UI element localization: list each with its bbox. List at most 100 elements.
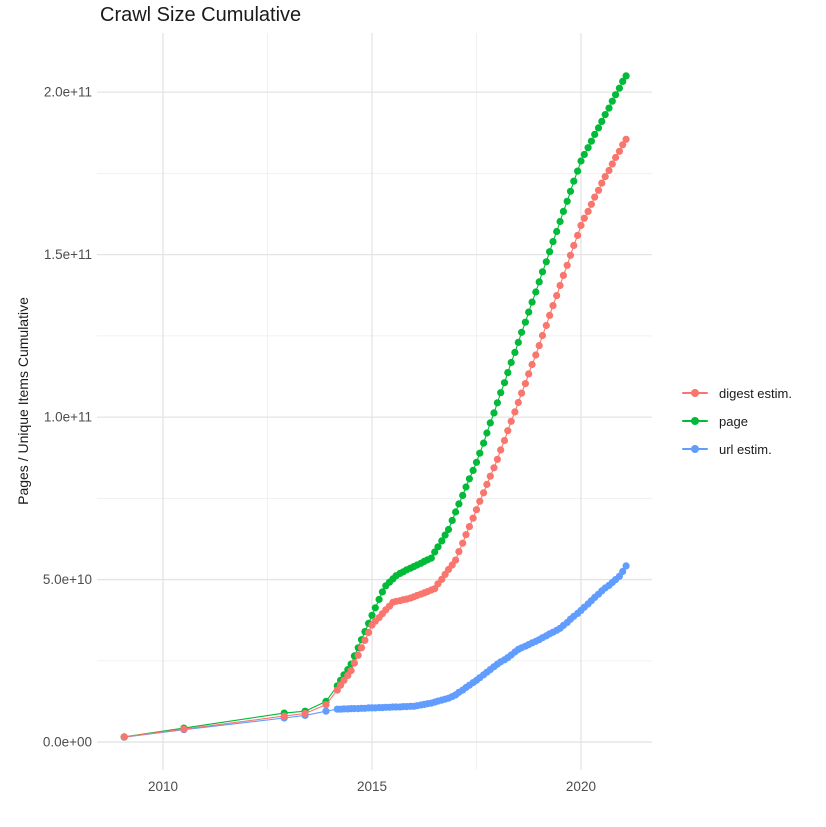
- data-point: [622, 135, 630, 143]
- data-point: [566, 187, 575, 195]
- data-point: [584, 144, 592, 152]
- data-point: [472, 506, 481, 514]
- data-point: [361, 636, 369, 644]
- data-point: [598, 179, 606, 187]
- legend-label: digest estim.: [719, 385, 792, 401]
- data-point: [553, 227, 561, 236]
- chart-title: Crawl Size Cumulative: [100, 4, 302, 26]
- data-point: [528, 298, 536, 306]
- data-point: [532, 351, 540, 359]
- y-tick-label: 2.0e+11: [44, 85, 92, 100]
- data-point: [570, 241, 578, 250]
- y-tick-label: 1.0e+11: [44, 410, 92, 425]
- data-point: [612, 153, 620, 162]
- data-point: [566, 251, 575, 259]
- data-point: [591, 130, 599, 138]
- legend-key: [680, 412, 710, 430]
- data-point: [469, 466, 477, 474]
- data-point: [514, 398, 522, 407]
- data-point: [427, 554, 435, 562]
- data-point: [594, 186, 603, 194]
- data-point: [538, 268, 547, 276]
- data-point: [563, 261, 571, 269]
- data-point: [490, 409, 498, 417]
- x-tick-label: 2020: [566, 779, 596, 794]
- legend-point-icon: [691, 389, 699, 397]
- data-point: [559, 271, 568, 279]
- data-point: [378, 588, 386, 596]
- data-point: [546, 311, 554, 319]
- legend-point-icon: [691, 445, 699, 453]
- data-point: [619, 141, 627, 149]
- series-url-estim-: [120, 562, 630, 741]
- data-point: [556, 217, 564, 226]
- data-point: [493, 455, 501, 463]
- data-point: [476, 497, 484, 505]
- data-point: [535, 278, 543, 286]
- data-point: [472, 458, 481, 466]
- data-point: [459, 491, 467, 499]
- data-point: [601, 173, 609, 181]
- data-point: [490, 464, 498, 472]
- data-point: [493, 399, 501, 407]
- data-point: [500, 436, 509, 445]
- data-point: [587, 200, 596, 208]
- data-point: [504, 427, 512, 435]
- data-point: [563, 197, 571, 205]
- data-point: [518, 328, 526, 336]
- data-point: [605, 166, 613, 175]
- data-point: [549, 238, 557, 246]
- data-point: [483, 480, 491, 488]
- data-point: [462, 483, 470, 491]
- data-point: [615, 147, 624, 155]
- data-point: [444, 525, 453, 534]
- data-point: [587, 137, 596, 145]
- data-point: [350, 659, 358, 667]
- series-page: [120, 72, 630, 741]
- data-point: [549, 302, 557, 310]
- x-axis-labels: 2010 2015 2020: [148, 779, 596, 794]
- data-point: [518, 389, 526, 397]
- data-point: [615, 84, 624, 92]
- data-point: [322, 701, 330, 709]
- data-point: [486, 472, 494, 480]
- grid-minor: [97, 33, 652, 770]
- legend-key: [680, 440, 710, 458]
- grid-major: [97, 33, 652, 770]
- data-point: [368, 611, 376, 619]
- data-point: [500, 379, 509, 387]
- data-point: [434, 543, 442, 551]
- legend-label: url estim.: [719, 441, 772, 457]
- data-point: [546, 248, 554, 256]
- data-point: [465, 475, 473, 483]
- legend: digest estim. page url estim.: [680, 379, 792, 463]
- data-point: [375, 595, 383, 604]
- y-tick-label: 0.0e+00: [43, 735, 92, 750]
- series-line: [124, 75, 627, 738]
- legend-item-digest-estim: digest estim.: [680, 379, 792, 407]
- data-point: [301, 709, 309, 718]
- data-point: [594, 124, 603, 132]
- data-point: [452, 556, 460, 564]
- y-tick-label: 5.0e+10: [43, 572, 92, 587]
- data-point: [438, 537, 446, 545]
- data-point: [340, 676, 348, 684]
- data-point: [608, 160, 616, 168]
- data-point: [347, 667, 355, 675]
- data-point: [180, 725, 188, 733]
- series-line: [124, 565, 627, 738]
- data-point: [514, 338, 522, 346]
- data-point: [455, 500, 463, 508]
- data-point: [448, 516, 456, 525]
- data-point: [469, 514, 477, 522]
- data-point: [504, 369, 512, 377]
- y-axis-labels: 0.0e+00 5.0e+10 1.0e+11 1.5e+11 2.0e+11: [43, 85, 92, 750]
- data-point: [280, 712, 288, 720]
- data-point: [591, 193, 599, 201]
- data-point: [619, 77, 627, 85]
- y-tick-label: 1.5e+11: [44, 247, 92, 262]
- data-point: [465, 523, 473, 531]
- data-point: [608, 97, 616, 105]
- y-axis-title: Pages / Unique Items Cumulative: [15, 297, 31, 505]
